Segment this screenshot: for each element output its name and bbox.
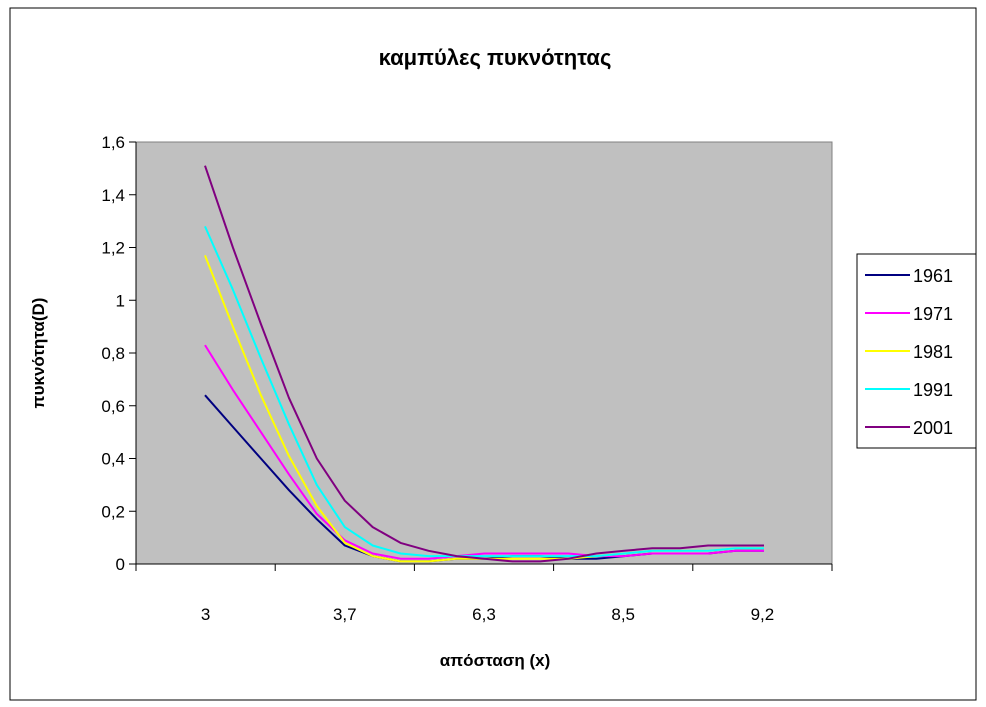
legend-label-1961: 1961 [913, 266, 953, 286]
x-axis: 3 3,7 6,3 8,5 9,2 [135, 563, 833, 624]
legend-label-1991: 1991 [913, 380, 953, 400]
x-tick-label: 6,3 [472, 605, 496, 624]
y-axis: 0 0,2 0,4 0,6 0,8 1 1,2 1,4 1,6 [101, 133, 137, 574]
y-tick-label: 1,4 [101, 186, 125, 205]
x-tick-label: 3 [201, 605, 210, 624]
series-line-1971 [204, 344, 764, 560]
legend-label-2001: 2001 [913, 418, 953, 438]
y-axis-title: πυκνότητα(D) [29, 298, 48, 409]
x-axis-title: απόσταση (x) [440, 651, 551, 670]
legend-label-1981: 1981 [913, 342, 953, 362]
x-tick-label: 3,7 [333, 605, 357, 624]
series-layer [204, 165, 764, 563]
y-tick-label: 1,6 [101, 133, 125, 152]
chart-title: καμπύλες πυκνότητας [379, 45, 612, 70]
x-tick-label: 8,5 [611, 605, 635, 624]
legend-label-1971: 1971 [913, 304, 953, 324]
x-tick-label: 9,2 [751, 605, 775, 624]
y-tick-label: 0,4 [101, 450, 125, 469]
series-line-2001 [204, 165, 764, 563]
plot-area [135, 141, 833, 565]
y-tick-label: 0,2 [101, 502, 125, 521]
y-tick-label: 1,2 [101, 239, 125, 258]
legend: 1961 1971 1981 1991 2001 [856, 253, 977, 449]
y-tick-label: 0,8 [101, 344, 125, 363]
y-tick-label: 0 [116, 555, 125, 574]
series-line-1991 [204, 225, 764, 558]
y-tick-label: 0,6 [101, 397, 125, 416]
y-tick-label: 1 [116, 291, 125, 310]
